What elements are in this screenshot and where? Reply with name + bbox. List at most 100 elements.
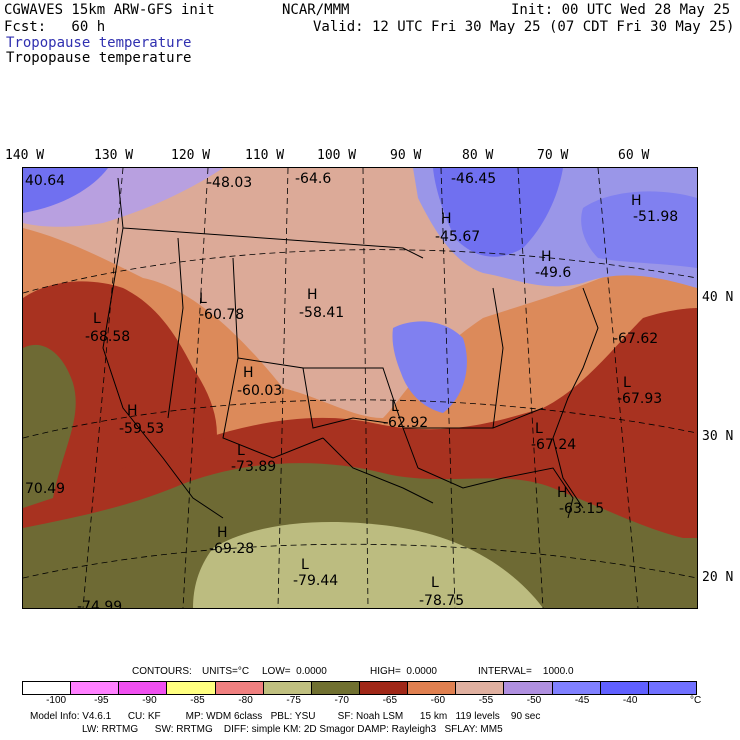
low-marker: L: [391, 399, 399, 415]
colorbar-swatch: [552, 682, 601, 694]
field-name: Tropopause temperature: [6, 50, 192, 66]
colorbar-swatch: [119, 682, 168, 694]
colorbar-swatch: [408, 682, 457, 694]
colorbar-swatch: [456, 682, 505, 694]
colorbar-swatch: [311, 682, 360, 694]
high-marker: H: [441, 211, 452, 227]
low-marker: L: [237, 443, 245, 459]
lat-label: 30 N: [702, 429, 734, 444]
lon-label: 80 W: [462, 148, 494, 163]
high-marker: H: [217, 525, 228, 541]
valid-time: Valid: 12 UTC Fri 30 May 25 (07 CDT Fri …: [313, 19, 735, 35]
political-boundaries: [102, 177, 599, 519]
lat-label: 40 N: [702, 290, 734, 305]
min-max-value: -68.58: [85, 329, 131, 345]
model-title: CGWAVES 15km ARW-GFS init: [4, 2, 215, 18]
min-max-value: -74.99: [77, 599, 123, 609]
min-max-value: -49.6: [535, 265, 572, 281]
field-olive-west: [23, 344, 76, 508]
colorbar-swatch: [600, 682, 649, 694]
colorbar-tick-label: -95: [94, 695, 109, 706]
colorbar-swatch: [504, 682, 553, 694]
tropopause-temperature-map: 40.64 -48.03 -64.6 -46.45 H -45.67 H -51…: [22, 167, 698, 609]
colorbar-swatch: [648, 682, 696, 694]
colorbar-swatch: [359, 682, 409, 694]
low-marker: L: [93, 311, 101, 327]
contours-label: CONTOURS:: [132, 666, 192, 677]
high-marker: H: [557, 485, 568, 501]
low-marker: L: [623, 375, 631, 391]
colorbar-tick-label: -55: [478, 695, 494, 706]
colorbar-tick-label: -50: [526, 695, 542, 706]
low-marker: L: [535, 421, 543, 437]
min-max-value: -78.75: [419, 593, 465, 609]
min-max-value: -62.92: [383, 415, 429, 431]
min-max-value: -60.78: [199, 307, 245, 323]
colorbar-tick-label: -45: [574, 695, 590, 706]
colorbar-tick-label: -80: [238, 695, 253, 706]
min-max-value: -64.6: [295, 171, 332, 187]
lon-label: 110 W: [245, 148, 285, 163]
contours-high: HIGH= 0.0000: [370, 666, 437, 677]
min-max-value: -59.53: [119, 421, 165, 437]
forecast-hour: Fcst: 60 h: [4, 19, 106, 35]
colorbar-tick-label: -90: [142, 695, 157, 706]
min-max-value: -45.67: [435, 229, 481, 245]
colorbar-swatch: [263, 682, 312, 694]
min-max-value: -73.89: [231, 459, 277, 475]
colorbar-swatch: [71, 682, 120, 694]
colorbar: [22, 681, 697, 695]
field-blue-nw: [23, 168, 108, 213]
colorbar-unit: °C: [690, 695, 702, 706]
min-max-value: -67.62: [613, 331, 659, 347]
min-max-value: -48.03: [207, 175, 253, 191]
colorbar-tick-label: -60: [430, 695, 446, 706]
model-info-line1: Model Info: V4.6.1 CU: KF MP: WDM 6class…: [30, 711, 541, 722]
min-max-value: 70.49: [25, 481, 66, 497]
min-max-value: -51.98: [633, 209, 679, 225]
colorbar-tick-label: -40: [622, 695, 638, 706]
lon-label: 90 W: [390, 148, 422, 163]
colorbar-tick-label: -65: [382, 695, 398, 706]
colorbar-tick-label: -85: [190, 695, 205, 706]
min-max-value: 40.64: [25, 173, 66, 189]
min-max-value: -79.44: [293, 573, 339, 589]
low-marker: L: [301, 557, 309, 573]
model-info-line2: LW: RRTMG SW: RRTMG DIFF: simple KM: 2D …: [82, 724, 503, 735]
lat-label: 20 N: [702, 570, 734, 585]
high-marker: H: [243, 365, 254, 381]
lon-label: 60 W: [618, 148, 650, 163]
low-marker: L: [431, 575, 439, 591]
lon-label: 70 W: [537, 148, 569, 163]
colorbar-tick-label: -70: [334, 695, 349, 706]
colorbar-tick-label: -100: [46, 695, 67, 706]
graticule: [23, 168, 697, 608]
org-label: NCAR/MMM: [282, 2, 350, 18]
min-max-value: -67.93: [617, 391, 663, 407]
contours-units: UNITS=°C: [202, 666, 250, 677]
high-marker: H: [307, 287, 318, 303]
min-max-value: -46.45: [451, 171, 497, 187]
contours-interval: INTERVAL= 1000.0: [478, 666, 574, 677]
min-max-value: -67.24: [531, 437, 577, 453]
lon-label: 100 W: [317, 148, 357, 163]
field-red-west: [23, 281, 217, 491]
min-max-value: -63.15: [559, 501, 605, 517]
colorbar-swatch: [167, 682, 216, 694]
min-max-value: -58.41: [299, 305, 345, 321]
field-name-blue: Tropopause temperature: [6, 35, 192, 51]
field-blue-ne: [433, 168, 563, 257]
field-khaki: [193, 522, 543, 608]
lon-label: 140 W: [5, 148, 45, 163]
low-marker: L: [199, 291, 207, 307]
colorbar-swatch: [215, 682, 264, 694]
min-max-value: -60.03: [237, 383, 283, 399]
field-blue-east: [581, 191, 697, 268]
map-shading: [23, 168, 697, 608]
init-time: Init: 00 UTC Wed 28 May 25: [511, 2, 731, 18]
high-marker: H: [541, 249, 552, 265]
lon-label: 130 W: [94, 148, 134, 163]
min-max-value: -69.28: [209, 541, 255, 557]
high-marker: H: [631, 193, 642, 209]
colorbar-swatch: [23, 682, 72, 694]
